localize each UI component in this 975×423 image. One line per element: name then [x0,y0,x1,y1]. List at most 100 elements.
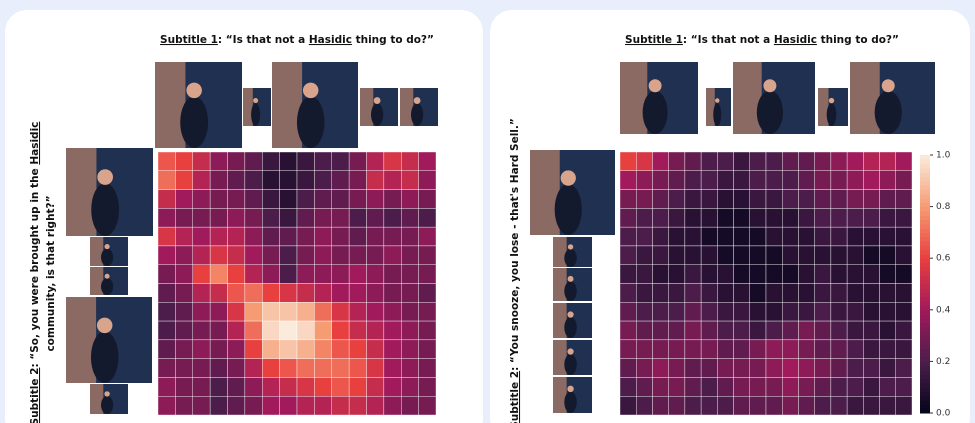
colorbar-segment [920,279,930,285]
heatmap-cell [331,189,350,209]
video-frame [155,62,242,148]
heatmap-cell [279,339,298,359]
heatmap-cell [684,208,702,228]
heatmap-cell [227,189,246,209]
heatmap-cell [830,189,848,209]
heatmap-cell [227,245,246,265]
frame-face [373,97,381,104]
heatmap-cell [879,208,896,228]
heatmap-cell [782,170,799,190]
heatmap-cell [418,226,437,247]
heatmap-cell [846,358,864,378]
heatmap-cell [418,245,437,265]
heatmap-cell [383,170,402,190]
heatmap-cell [668,396,686,416]
heatmap-cell [798,358,815,378]
heatmap-cell [684,245,702,265]
heatmap-cell [366,189,385,209]
heatmap-cell [157,245,176,265]
heatmap-cell [348,170,367,190]
heatmap-cell [700,339,718,359]
heatmap-cell [192,264,211,284]
frame-person [180,96,209,148]
heatmap-cell [814,245,832,265]
heatmap-cell [652,226,669,247]
colorbar-segment [920,387,930,392]
heatmap-cell [814,320,832,341]
colorbar-segment [920,370,930,375]
colorbar-segment [920,167,930,173]
heatmap-cell [157,302,176,322]
heatmap-cell [279,170,298,190]
frame-person [564,281,577,301]
heatmap-cell [814,170,832,190]
heatmap-cell [846,245,864,265]
heatmap-cell [814,189,832,209]
heatmap-cell [636,339,653,359]
heatmap-cell [175,302,193,322]
heatmap-cell [401,226,419,247]
heatmap-cell [749,151,767,171]
frame-wall [620,62,648,134]
heatmap-cell [846,264,864,284]
heatmap-cell [192,226,211,247]
heatmap-cell [717,264,734,284]
heatmap-cell [830,151,848,171]
heatmap-cell [636,245,653,265]
heatmap-cell [798,170,815,190]
heatmap-cell [157,189,176,209]
heatmap-cell [157,358,176,378]
video-frame [553,377,592,414]
colorbar-segment [920,176,930,182]
colorbar-segment [920,395,930,401]
heatmap-cell [157,377,176,397]
heatmap-cell [863,302,880,322]
frame-face [96,317,113,334]
heatmap-cell [619,396,637,416]
video-frame [850,62,935,134]
heatmap-cell [765,226,783,247]
heatmap-cell [331,358,350,378]
heatmap-cell [895,245,913,265]
frame-wall [553,340,567,375]
heatmap-cell [846,302,864,322]
heatmap-cell [749,358,767,378]
heatmap-cell [846,283,864,303]
heatmap-cell [175,226,193,247]
heatmap-cell [895,302,913,322]
colorbar-segment [920,155,930,160]
heatmap-cell [636,283,653,303]
heatmap-cell [279,377,298,397]
heatmap-cell [717,151,734,171]
heatmap-cell [733,396,750,416]
frame-person [756,90,784,134]
heatmap-cell [700,151,718,171]
heatmap-cell [175,245,193,265]
colorbar-tick-label: 0.4 [936,305,951,315]
heatmap-cell [733,245,750,265]
colorbar-segment [920,348,930,354]
heatmap-cell [383,320,402,341]
colorbar-segment [920,344,930,349]
frame-wall [818,88,829,126]
colorbar-segment [920,210,930,216]
colorbar-segment [920,159,930,165]
heatmap-cell [348,151,367,171]
frame-wall [530,150,560,235]
heatmap-cell [717,377,734,397]
heatmap-cell [846,189,864,209]
heatmap-cell [636,226,653,247]
heatmap-cell [262,377,280,397]
frame-person [564,391,577,414]
heatmap-cell [652,264,669,284]
colorbar-tick-label: 1.0 [936,151,951,161]
heatmap-cell [244,151,263,171]
frame-person [874,90,902,134]
frame-face [186,82,202,99]
heatmap-cell [262,283,280,303]
frame-face [567,348,574,355]
heatmap-cell [331,151,350,171]
colorbar-tick-label: 0.6 [936,254,951,264]
heatmap-cell [383,339,402,359]
heatmap-cell [331,245,350,265]
